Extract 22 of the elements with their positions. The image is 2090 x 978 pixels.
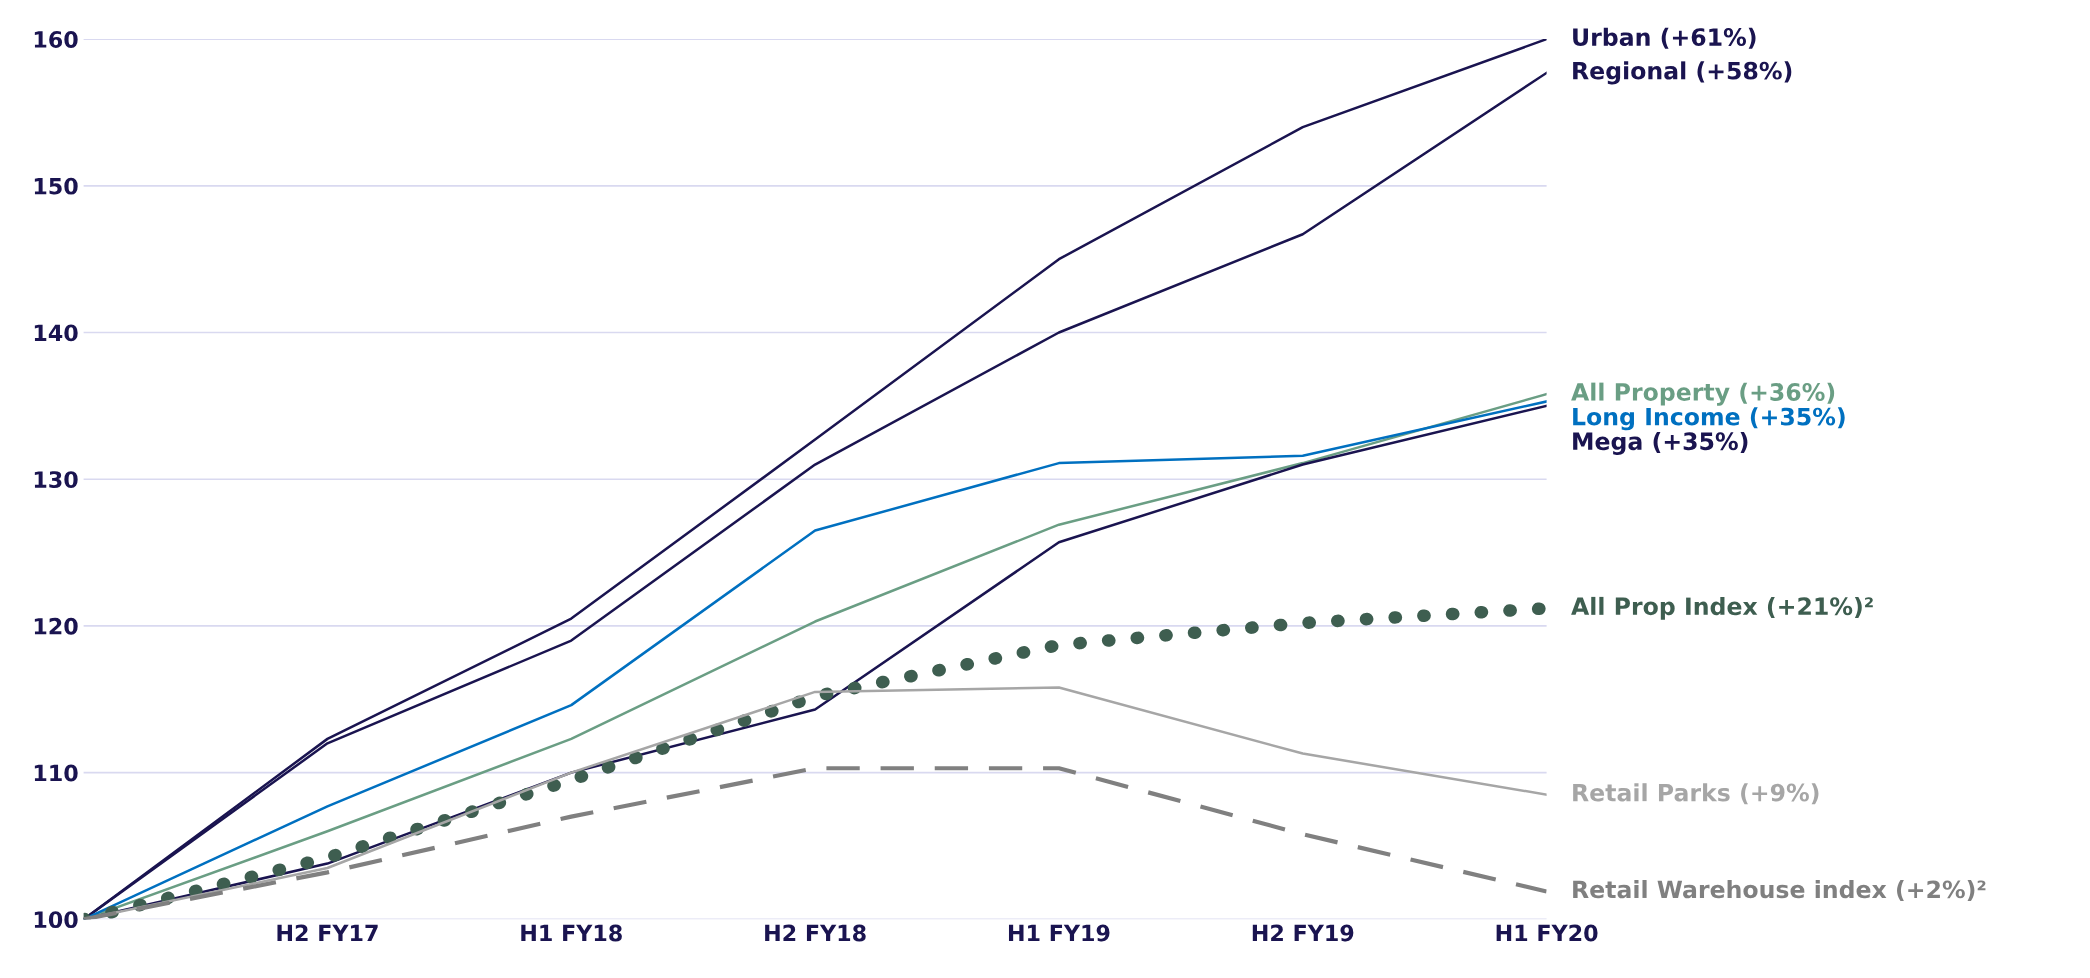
- x-tick-label: H2 FY19: [1252, 924, 1354, 942]
- y-tick-label: 150: [34, 177, 78, 195]
- series-label: Long Income (+35%): [1573, 407, 1845, 431]
- series-label: All Prop Index (+21%)²: [1571, 596, 1873, 620]
- series-label: Retail Warehouse index (+2%)²: [1573, 880, 1986, 902]
- series-label: Urban (+61%): [1573, 27, 1756, 49]
- series-label: All Property (+36%): [1571, 382, 1835, 406]
- x-tick-label: H1 FY18: [521, 924, 622, 942]
- series-label: Regional (+58%): [1573, 61, 1792, 85]
- series-label: Mega (+35%): [1573, 431, 1748, 455]
- y-tick-label: 160: [34, 31, 78, 48]
- x-tick-label: H2 FY17: [277, 924, 378, 942]
- x-tick-label: H1 FY19: [1008, 924, 1110, 942]
- y-tick-label: 110: [34, 764, 78, 782]
- series-label: Retail Parks (+9%): [1573, 783, 1819, 805]
- y-tick-label: 140: [34, 324, 78, 342]
- line-series: [83, 766, 1547, 920]
- y-tick-label: 100: [34, 911, 78, 929]
- y-tick-label: 130: [34, 471, 78, 488]
- x-tick-label: H2 FY18: [765, 924, 866, 942]
- y-tick-label: 120: [34, 617, 78, 635]
- x-tick-label: H1 FY20: [1496, 924, 1598, 942]
